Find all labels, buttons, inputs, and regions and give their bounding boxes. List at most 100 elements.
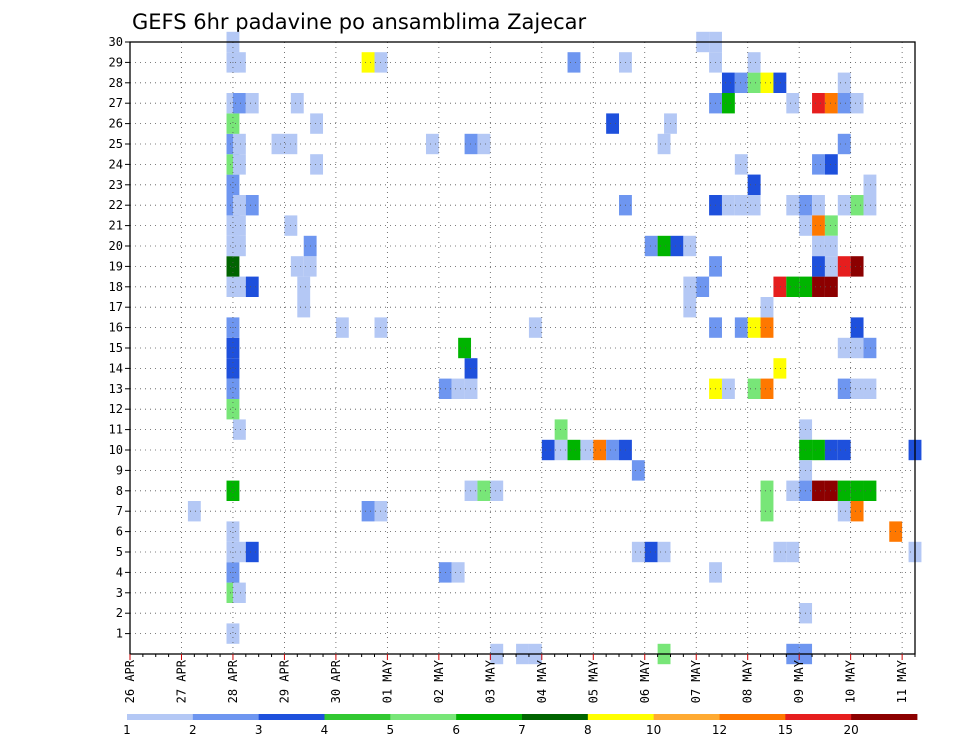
chart-title: GEFS 6hr padavine po ansamblima Zajecar — [132, 10, 587, 34]
colorbar-swatch — [587, 714, 655, 720]
y-tick-label: 13 — [109, 382, 123, 396]
precip-cell — [232, 195, 246, 216]
y-tick-label: 5 — [116, 545, 123, 559]
colorbar-label: 3 — [255, 723, 263, 737]
precip-cell — [773, 72, 787, 93]
precip-cell — [425, 133, 439, 155]
colorbar-label: 1 — [123, 723, 131, 737]
colorbar-swatch — [851, 714, 918, 720]
precip-cell — [232, 541, 246, 563]
colorbar-label: 4 — [321, 723, 329, 737]
precip-cell — [824, 439, 838, 461]
precip-cell — [657, 235, 671, 257]
x-tick-label: 07 MAY — [689, 659, 703, 703]
precip-cell — [226, 358, 240, 379]
precip-cell — [232, 93, 246, 114]
colorbar-label: 20 — [844, 723, 859, 737]
y-tick-label: 14 — [109, 361, 123, 375]
colorbar-label: 10 — [646, 723, 661, 737]
y-tick-label: 7 — [116, 504, 123, 518]
precip-cell — [567, 52, 581, 73]
precip-cell — [644, 541, 658, 563]
precip-cell — [863, 378, 877, 399]
precip-cell — [837, 501, 851, 522]
precip-cell — [734, 72, 748, 93]
precip-cell — [747, 72, 761, 93]
precip-cell — [850, 256, 864, 277]
colorbar-swatch — [653, 714, 720, 720]
precip-cell — [644, 235, 658, 257]
precip-cell — [670, 235, 684, 257]
y-tick-label: 29 — [109, 55, 123, 69]
precip-cell — [812, 439, 825, 461]
precip-cell — [721, 93, 735, 114]
precip-cell — [226, 480, 240, 501]
y-tick-label: 22 — [109, 198, 123, 212]
precip-cell — [786, 93, 800, 114]
precip-cell — [451, 562, 465, 583]
y-tick-label: 16 — [109, 321, 123, 335]
precip-cell — [683, 235, 697, 257]
x-axis-ticks: 26 APR 27 APR 28 APR 29 APR 30 APR 01 MAY 02 M… — [123, 654, 916, 703]
precip-cell — [290, 93, 304, 114]
precip-cell — [245, 93, 259, 114]
precip-cell — [837, 337, 851, 359]
precip-cell — [226, 623, 240, 644]
colorbar-label: 2 — [189, 723, 197, 737]
grid-lines — [130, 41, 915, 654]
x-tick-label: 11 MAY — [895, 659, 909, 703]
colorbar-swatch — [522, 714, 589, 720]
precip-cell — [837, 256, 851, 277]
precip-cell — [760, 378, 774, 399]
x-tick-label: 29 APR — [277, 659, 291, 703]
colorbar-label: 7 — [518, 723, 526, 737]
y-tick-label: 15 — [109, 341, 123, 355]
y-tick-label: 19 — [109, 259, 123, 273]
y-tick-label: 2 — [116, 606, 123, 620]
precip-cell — [850, 317, 864, 338]
y-tick-label: 11 — [109, 423, 123, 437]
colorbar-label: 8 — [584, 723, 592, 737]
precip-cell — [863, 195, 877, 216]
precip-cell — [232, 133, 246, 155]
precip-cell — [226, 378, 240, 399]
precip-cell — [335, 317, 349, 338]
precip-cell — [824, 480, 838, 501]
colorbar-swatch — [719, 714, 786, 720]
precip-cell — [734, 154, 748, 175]
precip-cell — [812, 276, 825, 297]
precip-cell — [863, 337, 877, 359]
precip-cell — [734, 317, 748, 338]
precip-cell — [824, 93, 838, 114]
precip-cell — [297, 297, 311, 318]
precip-cell — [786, 480, 800, 501]
precip-cell — [232, 419, 246, 440]
y-tick-label: 9 — [116, 463, 123, 477]
y-tick-label: 3 — [116, 586, 123, 600]
y-tick-label: 17 — [109, 300, 123, 314]
precip-cell — [837, 195, 851, 216]
colorbar-swatch — [192, 714, 260, 720]
x-tick-label: 08 MAY — [741, 659, 755, 703]
y-tick-label: 8 — [116, 484, 123, 498]
precip-cell — [297, 276, 311, 297]
precip-cell — [310, 113, 324, 134]
precip-cell — [812, 93, 825, 114]
precip-cell — [554, 439, 568, 461]
y-tick-label: 27 — [109, 96, 123, 110]
precip-cell — [631, 541, 645, 563]
precip-cell — [310, 154, 324, 175]
x-tick-label: 30 APR — [329, 659, 343, 703]
precip-cell — [850, 378, 864, 399]
precip-cell — [812, 235, 825, 257]
precip-cell — [760, 72, 774, 93]
precip-cell — [477, 133, 491, 155]
precip-cell — [824, 256, 838, 277]
y-tick-label: 21 — [109, 219, 123, 233]
x-tick-label: 09 MAY — [792, 659, 806, 703]
precip-cell — [786, 541, 800, 563]
precip-cell — [747, 195, 761, 216]
precip-cell — [232, 235, 246, 257]
precip-cell — [824, 215, 838, 236]
